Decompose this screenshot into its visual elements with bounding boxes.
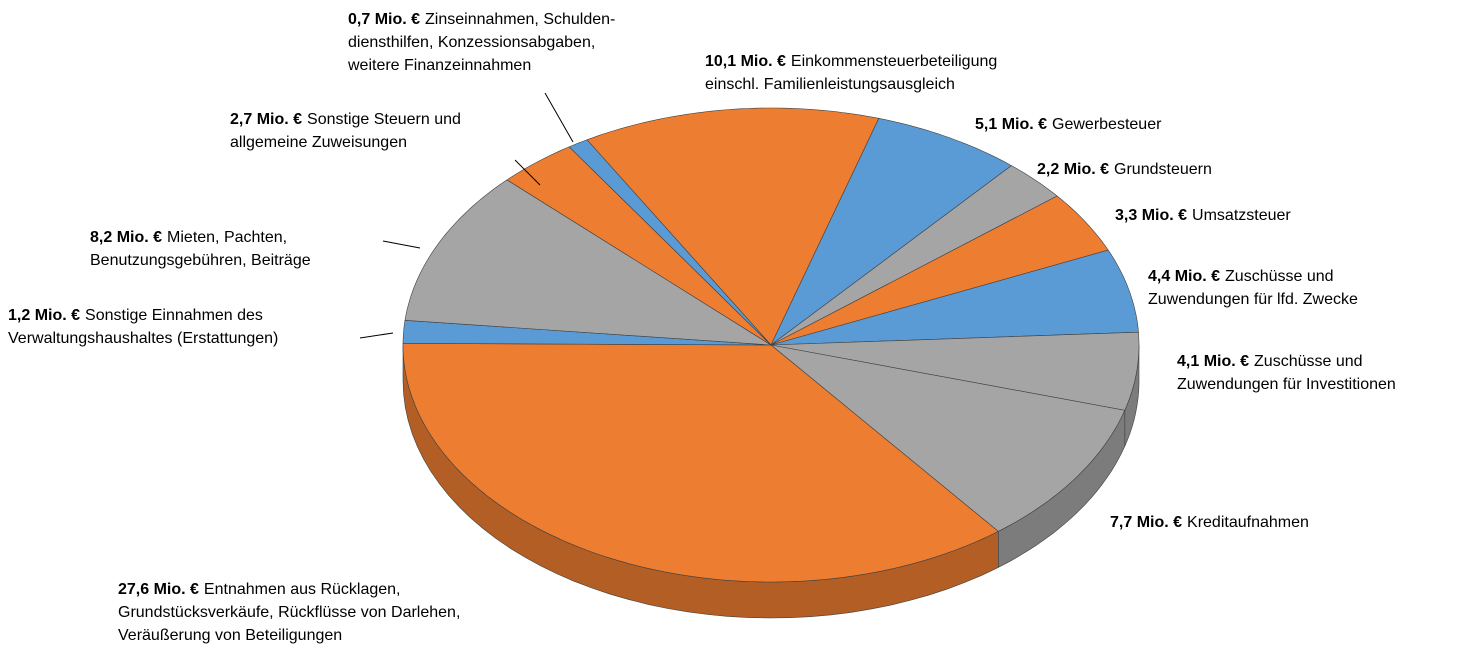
pie-slice	[770, 344, 1126, 532]
category-label: Zuschüsse und	[1254, 353, 1363, 370]
category-label: Gewerbesteuer	[1052, 116, 1162, 133]
leader-line	[359, 332, 394, 339]
data-label: 3,3 Mio. € Umsatzsteuer	[1115, 207, 1291, 224]
data-label: 10,1 Mio. € Einkommensteuerbeteiligung ein…	[705, 53, 997, 93]
pie-slice	[506, 146, 772, 346]
value-label: 4,4 Mio. €	[1148, 268, 1220, 285]
value-label: 3,3 Mio. €	[1115, 207, 1187, 224]
leader-line	[514, 159, 541, 186]
data-label: 4,1 Mio. € Zuschüsse und Zuwendungen für I…	[1177, 353, 1396, 393]
value-label: 2,2 Mio. €	[1037, 161, 1109, 178]
pie-slice	[770, 331, 1140, 411]
pie-slice	[770, 165, 1058, 346]
data-label: 0,7 Mio. € Zinseinnahmen, Schulden-dienst…	[347, 11, 615, 74]
leader-line	[544, 92, 574, 143]
category-label: Mieten, Pachten,	[167, 229, 287, 246]
category-label: weitere Finanzeinnahmen	[347, 57, 531, 74]
category-label: Zinseinnahmen, Schulden-	[425, 11, 615, 28]
category-label: Sonstige Einnahmen des	[85, 307, 263, 324]
category-label: Veräußerung von Beteiligungen	[118, 627, 342, 644]
pie-slice	[586, 107, 880, 346]
category-label: Einkommensteuerbeteiligung	[791, 53, 997, 70]
pie-slice	[770, 249, 1139, 346]
category-label: Benutzungsgebühren, Beiträge	[90, 252, 311, 269]
data-label: 5,1 Mio. € Gewerbesteuer	[975, 116, 1162, 133]
category-label: Verwaltungshaushaltes (Erstattungen)	[8, 330, 278, 347]
data-label: 7,7 Mio. € Kreditaufnahmen	[1110, 514, 1309, 531]
data-label: 27,6 Mio. € Entnahmen aus Rücklagen, Grund…	[118, 581, 460, 644]
pie-slice	[770, 118, 1012, 346]
pie-slice	[402, 343, 999, 583]
value-label: 27,6 Mio. €	[118, 581, 199, 598]
category-label: Zuschüsse und	[1225, 268, 1334, 285]
category-label: Sonstige Steuern und	[307, 111, 461, 128]
category-label: einschl. Familienleistungsausgleich	[705, 76, 955, 93]
data-label: 2,7 Mio. € Sonstige Steuern und allgemeine…	[230, 111, 461, 151]
category-label: Entnahmen aus Rücklagen,	[204, 581, 401, 598]
value-label: 1,2 Mio. €	[8, 307, 80, 324]
category-label: diensthilfen, Konzessionsabgaben,	[348, 34, 595, 51]
value-label: 10,1 Mio. €	[705, 53, 786, 70]
category-label: Grundstücksverkäufe, Rückflüsse von Darl…	[118, 604, 460, 621]
data-label: 4,4 Mio. € Zuschüsse und Zuwendungen für l…	[1148, 268, 1358, 308]
category-label: Grundsteuern	[1114, 161, 1212, 178]
value-label: 2,7 Mio. €	[230, 111, 302, 128]
data-label: 8,2 Mio. € Mieten, Pachten, Benutzungsgebü…	[90, 229, 311, 269]
data-label: 1,2 Mio. € Sonstige Einnahmen des Verwaltu…	[8, 307, 278, 347]
category-label: Zuwendungen für Investitionen	[1177, 376, 1396, 393]
value-label: 0,7 Mio. €	[348, 11, 420, 28]
category-label: Zuwendungen für lfd. Zwecke	[1148, 291, 1358, 308]
category-label: Kreditaufnahmen	[1187, 514, 1309, 531]
value-label: 8,2 Mio. €	[90, 229, 162, 246]
labels: 10,1 Mio. € Einkommensteuerbeteiligung ein…	[8, 11, 1396, 644]
pie-slice	[404, 179, 772, 346]
value-label: 7,7 Mio. €	[1110, 514, 1182, 531]
pie-top	[402, 107, 1140, 583]
data-label: 2,2 Mio. € Grundsteuern	[1037, 161, 1212, 178]
leader-line	[382, 240, 421, 249]
pie-slice	[770, 195, 1109, 346]
pie-slice	[568, 139, 772, 346]
category-label: Umsatzsteuer	[1192, 207, 1291, 224]
category-label: allgemeine Zuweisungen	[230, 134, 407, 151]
value-label: 5,1 Mio. €	[975, 116, 1047, 133]
value-label: 4,1 Mio. €	[1177, 353, 1249, 370]
